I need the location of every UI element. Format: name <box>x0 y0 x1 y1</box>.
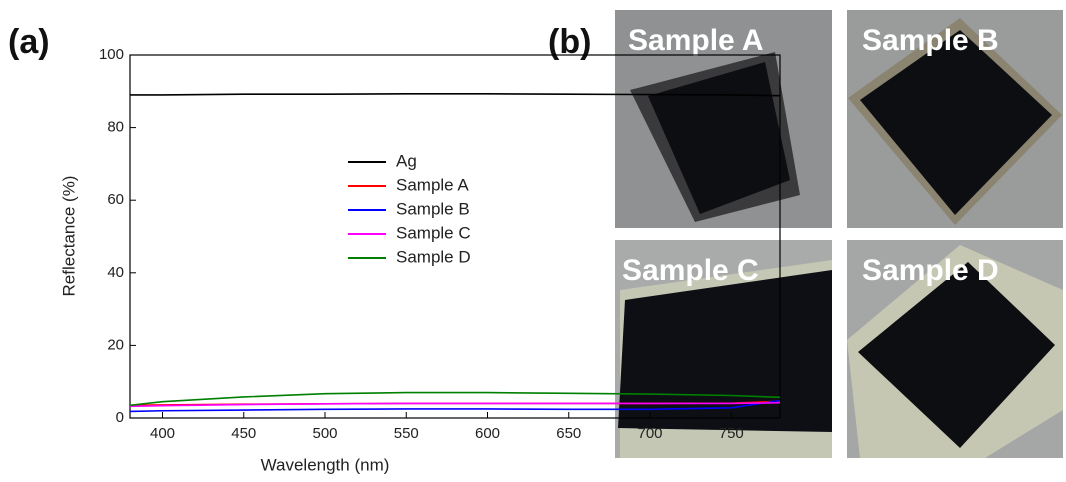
x-tick-label: 500 <box>312 425 337 442</box>
y-tick-label: 100 <box>99 46 124 63</box>
x-tick-label: 450 <box>231 425 256 442</box>
photo-label: Sample A <box>628 24 764 57</box>
photo-label: Sample D <box>862 254 999 287</box>
series-line <box>129 391 781 407</box>
legend-label: Sample A <box>396 175 469 194</box>
y-axis-label: Reflectance (%) <box>59 176 78 297</box>
y-tick-label: 60 <box>107 191 124 208</box>
x-tick-label: 750 <box>719 425 744 442</box>
photo-b <box>847 10 1063 228</box>
panel-label: (a) <box>8 23 50 61</box>
legend-label: Sample B <box>396 199 470 218</box>
x-tick-label: 650 <box>556 425 581 442</box>
series-line <box>129 401 781 408</box>
photo-label: Sample B <box>862 24 999 57</box>
y-tick-label: 0 <box>116 409 124 426</box>
legend-label: Sample C <box>396 223 471 242</box>
series-line <box>130 93 781 97</box>
x-tick-label: 400 <box>150 425 175 442</box>
legend-label: Sample D <box>396 247 471 266</box>
plot-frame <box>129 54 781 419</box>
x-tick-label: 700 <box>637 425 662 442</box>
x-tick-label: 550 <box>394 425 419 442</box>
y-tick-label: 80 <box>107 119 124 136</box>
y-tick-label: 40 <box>107 264 124 281</box>
y-tick-label: 20 <box>107 336 124 353</box>
photo-label: Sample C <box>622 254 759 287</box>
legend-label: Ag <box>396 151 417 170</box>
x-tick-label: 600 <box>475 425 500 442</box>
x-axis-label: Wavelength (nm) <box>261 455 390 474</box>
photo-d <box>847 240 1063 458</box>
series-line <box>129 399 781 413</box>
